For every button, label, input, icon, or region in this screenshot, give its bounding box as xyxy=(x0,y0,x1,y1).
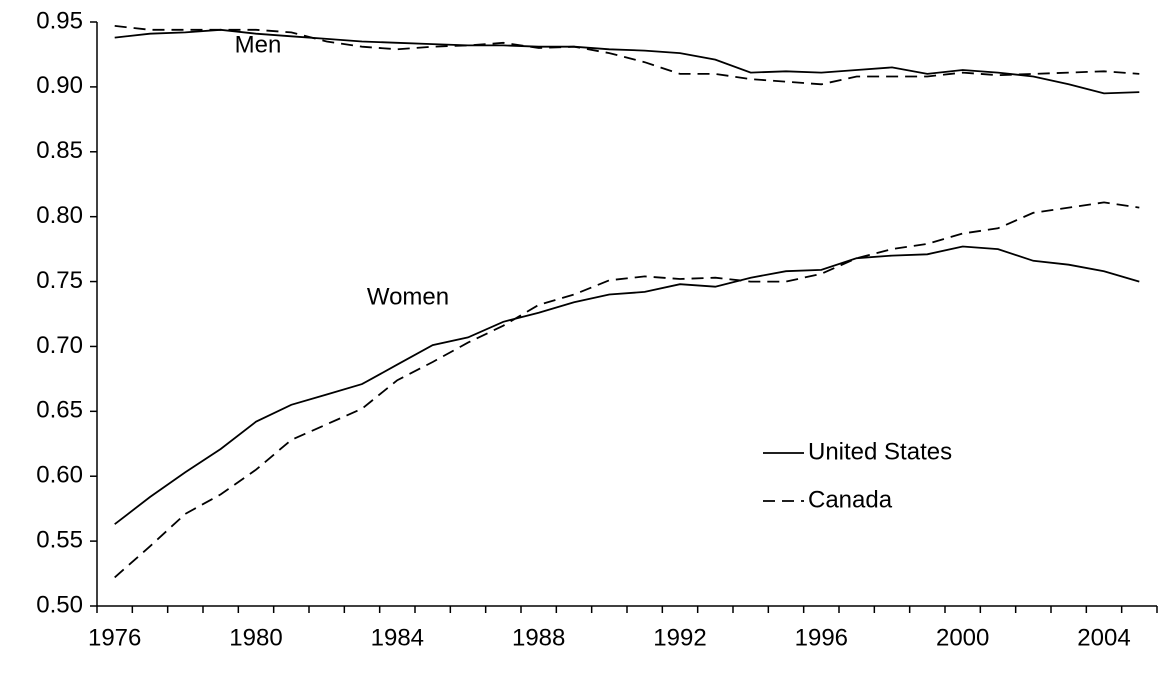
line xyxy=(114,28,1140,95)
y-tick-label: 0.60 xyxy=(36,462,83,489)
line xyxy=(114,245,1140,525)
y-tick-label: 0.50 xyxy=(36,591,83,618)
y-tick-label: 0.90 xyxy=(36,72,83,99)
annotation: Women xyxy=(367,283,449,310)
x-tick-label: 2000 xyxy=(936,624,989,651)
line xyxy=(114,201,1140,579)
y-tick-label: 0.85 xyxy=(36,137,83,164)
y-tick-label: 0.70 xyxy=(36,332,83,359)
x-tick-label: 2004 xyxy=(1077,624,1130,651)
line xyxy=(114,25,1140,86)
legend-label: United States xyxy=(808,438,952,465)
x-tick-label: 1996 xyxy=(795,624,848,651)
y-tick-label: 0.65 xyxy=(36,397,83,424)
x-tick-label: 1980 xyxy=(229,624,282,651)
x-tick-label: 1984 xyxy=(371,624,424,651)
y-tick-label: 0.75 xyxy=(36,267,83,294)
y-tick-label: 0.95 xyxy=(36,7,83,34)
y-tick-label: 0.55 xyxy=(36,526,83,553)
x-tick-label: 1976 xyxy=(88,624,141,651)
x-tick-label: 1988 xyxy=(512,624,565,651)
annotation: Men xyxy=(235,31,282,58)
y-tick-label: 0.80 xyxy=(36,202,83,229)
legend-label: Canada xyxy=(808,486,893,513)
x-tick-label: 1992 xyxy=(653,624,706,651)
